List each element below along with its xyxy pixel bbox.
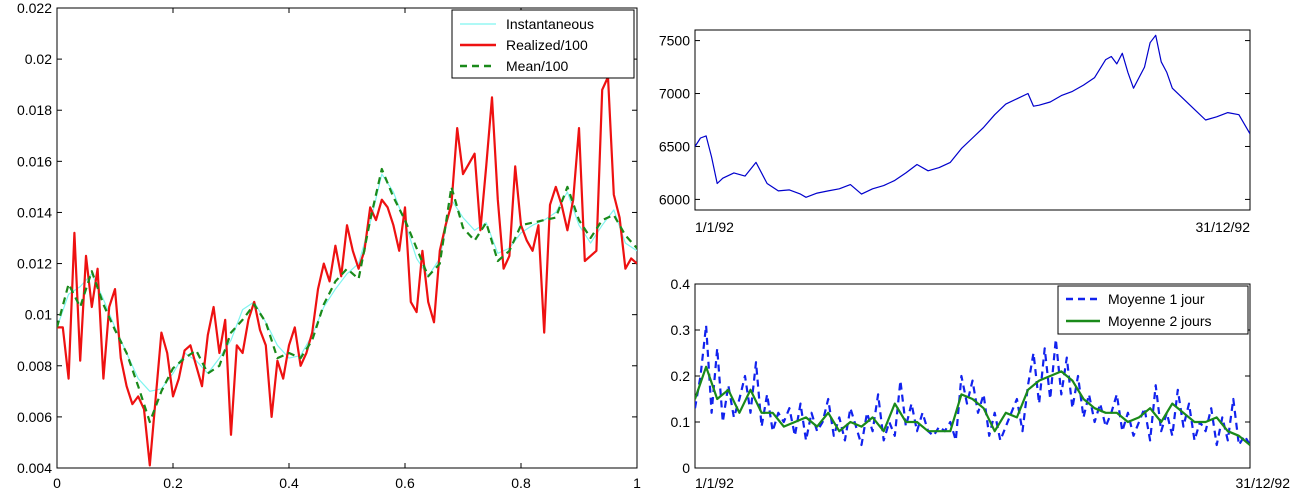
legend-label-mean: Mean/100 xyxy=(506,58,568,74)
top-right-series-group xyxy=(695,34,1250,198)
left-y-tick-label: 0.006 xyxy=(17,409,52,425)
top-right-chart-frame xyxy=(694,29,1251,211)
bottom-right-y-tick-label: 0.1 xyxy=(671,414,691,430)
left-chart: 0.0040.0060.0080.010.0120.0140.0160.0180… xyxy=(17,0,641,491)
left-y-tick-label: 0.012 xyxy=(17,256,52,272)
bottom-right-series-group xyxy=(695,324,1250,447)
legend-label-moyenne-1: Moyenne 1 jour xyxy=(1108,291,1205,307)
left-chart-frame xyxy=(56,7,638,469)
left-series-mean-100 xyxy=(57,167,637,424)
left-y-tick-label: 0.014 xyxy=(17,204,52,220)
legend-label-realized: Realized/100 xyxy=(506,37,588,53)
top-right-y-tick-label: 6500 xyxy=(659,138,690,154)
left-x-axis: 0 0.2 0.4 0.6 0.8 1 xyxy=(53,8,641,491)
left-y-tick-label: 0.008 xyxy=(17,358,52,374)
bottom-right-y-axis: 0 0.1 0.2 0.3 0.4 xyxy=(671,276,1250,476)
left-x-tick-label: 0 xyxy=(53,475,61,491)
bottom-right-y-tick-label: 0.3 xyxy=(671,322,691,338)
top-right-x-start-label: 1/1/92 xyxy=(695,219,734,235)
left-x-tick-label: 1 xyxy=(633,475,641,491)
bottom-right-chart: 0 0.1 0.2 0.3 0.4 1/1/92 31/12/92 Moyenne 1 … xyxy=(671,276,1291,491)
left-x-tick-label: 0.8 xyxy=(511,475,531,491)
left-series-realized-100 xyxy=(57,75,637,467)
legend-label-instantaneous: Instantaneous xyxy=(506,16,594,32)
bottom-right-x-end-label: 31/12/92 xyxy=(1236,475,1291,491)
bottom-right-legend-box xyxy=(1057,285,1249,335)
left-y-tick-label: 0.01 xyxy=(25,307,52,323)
left-x-tick-label: 0.2 xyxy=(163,475,183,491)
bottom-right-series-moyenne-2-jours xyxy=(695,365,1250,446)
bottom-right-legend: Moyenne 1 jour Moyenne 2 jours xyxy=(1057,285,1249,335)
top-right-y-axis: 6000 6500 7000 7500 xyxy=(659,33,1250,207)
left-y-tick-label: 0.004 xyxy=(17,460,52,476)
bottom-right-y-tick-label: 0.2 xyxy=(671,368,691,384)
top-right-series-line xyxy=(695,34,1250,198)
left-legend: Instantaneous Realized/100 Mean/100 xyxy=(451,9,635,79)
left-y-tick-label: 0.018 xyxy=(17,102,52,118)
top-right-chart: 6000 6500 7000 7500 1/1/92 31/12/92 xyxy=(659,29,1251,235)
top-right-y-tick-label: 7500 xyxy=(659,33,690,49)
top-right-y-tick-label: 7000 xyxy=(659,86,690,102)
left-y-axis: 0.004 0.006 0.008 0.01 0.012 0.014 0.016 0.018 0… xyxy=(17,0,637,476)
left-y-tick-label: 0.022 xyxy=(17,0,52,16)
bottom-right-x-start-label: 1/1/92 xyxy=(695,475,734,491)
legend-label-moyenne-2: Moyenne 2 jours xyxy=(1108,313,1212,329)
left-x-tick-label: 0.4 xyxy=(279,475,299,491)
left-y-tick-label: 0.016 xyxy=(17,153,52,169)
top-right-y-tick-label: 6000 xyxy=(659,191,690,207)
bottom-right-series-moyenne-1-jour xyxy=(695,324,1250,447)
bottom-right-y-tick-label: 0.4 xyxy=(671,276,691,292)
bottom-right-y-tick-label: 0 xyxy=(682,460,690,476)
left-y-tick-label: 0.02 xyxy=(25,51,52,67)
top-right-x-end-label: 31/12/92 xyxy=(1196,219,1251,235)
left-series-group xyxy=(57,75,637,467)
left-x-tick-label: 0.6 xyxy=(395,475,415,491)
